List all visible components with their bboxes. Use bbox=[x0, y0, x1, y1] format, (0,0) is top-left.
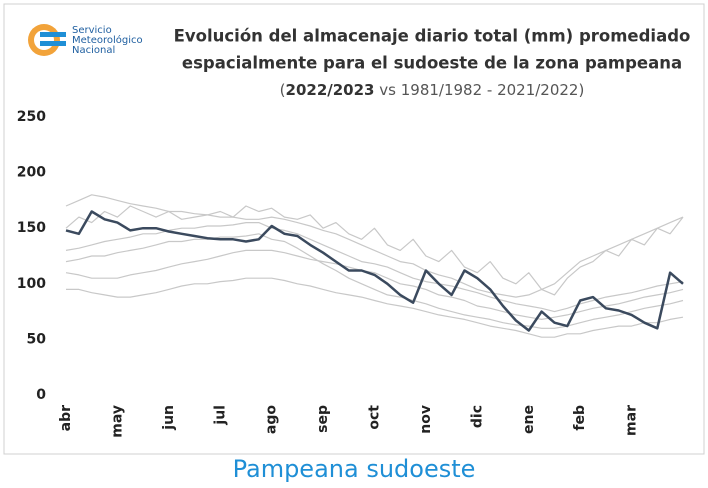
history-line bbox=[65, 233, 684, 329]
y-tick-label: 100 bbox=[17, 276, 46, 292]
x-tick-label: jun bbox=[161, 405, 177, 431]
y-tick-label: 150 bbox=[17, 220, 46, 236]
x-tick-label: jul bbox=[212, 405, 228, 426]
x-tick-label: feb bbox=[572, 405, 588, 431]
subtitle-part: ( bbox=[280, 81, 286, 99]
caption: Pampeana sudoeste bbox=[233, 455, 476, 483]
x-tick-label: nov bbox=[418, 405, 434, 434]
chart-title: Evolución del almacenaje diario total (m… bbox=[174, 27, 691, 46]
y-tick-label: 250 bbox=[17, 109, 46, 125]
logo-stripe bbox=[40, 41, 66, 46]
chart-title: espacialmente para el sudoeste de la zon… bbox=[182, 54, 682, 73]
chart-subtitle: (2022/2023 vs 1981/1982 - 2021/2022) bbox=[280, 81, 585, 99]
logo: Servicio Meteorológico Nacional bbox=[28, 24, 143, 56]
series-line bbox=[65, 210, 684, 332]
x-tick-label: ene bbox=[521, 405, 537, 434]
x-tick-label: ago bbox=[264, 405, 280, 434]
y-tick-label: 200 bbox=[17, 165, 46, 181]
x-tick-label: mar bbox=[624, 405, 640, 436]
x-tick-label: abr bbox=[58, 405, 74, 431]
x-tick-label: sep bbox=[315, 405, 331, 433]
history-line bbox=[65, 249, 684, 320]
history-line bbox=[66, 277, 684, 338]
subtitle-year: 2022/2023 bbox=[286, 81, 375, 99]
history-line bbox=[65, 205, 684, 296]
x-tick-label: may bbox=[109, 405, 125, 438]
y-tick-label: 0 bbox=[36, 387, 46, 403]
y-tick-label: 50 bbox=[27, 331, 47, 347]
logo-text: Meteorológico bbox=[72, 34, 143, 46]
x-tick-label: oct bbox=[367, 405, 383, 430]
logo-text: Servicio bbox=[72, 25, 112, 36]
chart-frame bbox=[3, 3, 705, 455]
logo-text: Nacional bbox=[72, 45, 115, 56]
logo-stripe bbox=[40, 32, 66, 37]
subtitle-part: vs 1981/1982 - 2021/2022) bbox=[375, 81, 585, 99]
x-tick-label: dic bbox=[469, 405, 485, 428]
